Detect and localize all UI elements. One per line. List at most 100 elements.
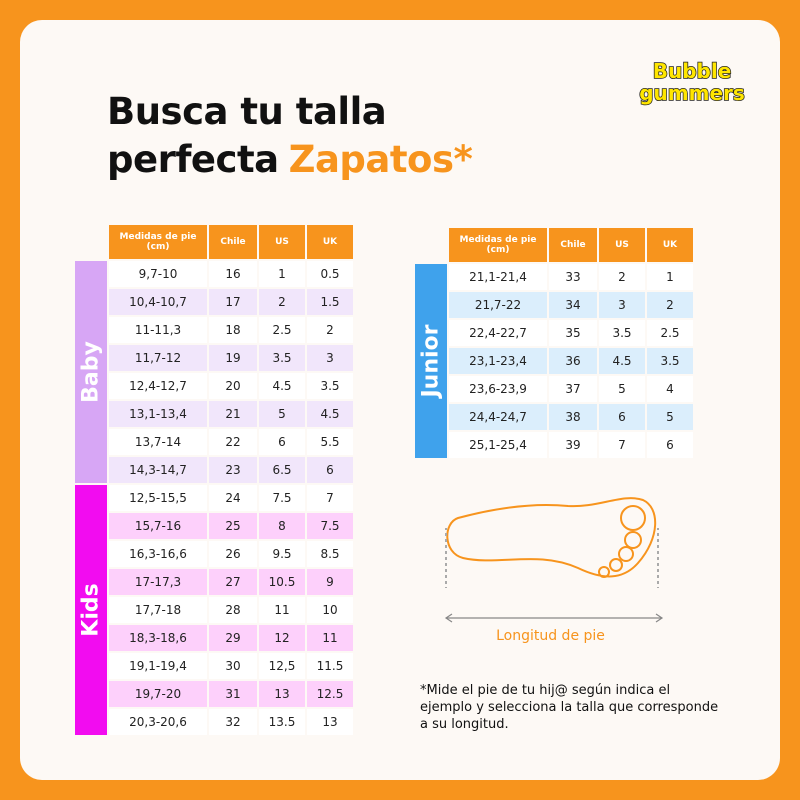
table-cell: 4.5	[259, 373, 305, 399]
table-cell: 36	[549, 348, 597, 374]
table-row: 23,1-23,4 36 4.5 3.5	[415, 348, 693, 374]
table-cell: 6	[647, 432, 693, 458]
measurement-note: *Mide el pie de tu hij@ según indica el …	[420, 683, 719, 732]
table-cell: 2.5	[647, 320, 693, 346]
table-cell: 13,7-14	[109, 429, 207, 455]
table-cell: 19,7-20	[109, 681, 207, 707]
table-cell: 12,4-12,7	[109, 373, 207, 399]
title-line-2: perfecta	[107, 138, 279, 181]
column-header: US	[599, 228, 645, 262]
table-cell: 22,4-22,7	[449, 320, 547, 346]
table-cell: 4.5	[599, 348, 645, 374]
column-header: Chile	[549, 228, 597, 262]
table-cell: 9,7-10	[109, 261, 207, 287]
table-cell: 23,6-23,9	[449, 376, 547, 402]
table-cell: 23,1-23,4	[449, 348, 547, 374]
table-cell: 17-17,3	[109, 569, 207, 595]
table-cell: 35	[549, 320, 597, 346]
table-cell: 2	[599, 264, 645, 290]
table-row: 15,7-16 25 8 7.5	[75, 513, 353, 539]
length-arrow	[444, 613, 664, 623]
table-cell: 25,1-25,4	[449, 432, 547, 458]
table-cell: 29	[209, 625, 257, 651]
table-row: 21,7-22 34 3 2	[415, 292, 693, 318]
table-row: 13,7-14 22 6 5.5	[75, 429, 353, 455]
table-cell: 12	[259, 625, 305, 651]
group-label-text: Baby	[78, 341, 104, 403]
table-cell: 13,1-13,4	[109, 401, 207, 427]
table-cell: 13	[307, 709, 353, 735]
table-cell: 4	[647, 376, 693, 402]
table-row: 19,1-19,4 30 12,5 11.5	[75, 653, 353, 679]
table-cell: 2.5	[259, 317, 305, 343]
table-cell: 19,1-19,4	[109, 653, 207, 679]
foot-outline-illustration	[445, 497, 659, 588]
table-cell: 23	[209, 457, 257, 483]
table-cell: 11.5	[307, 653, 353, 679]
table-cell: 6	[307, 457, 353, 483]
table-cell: 21	[209, 401, 257, 427]
table-cell: 27	[209, 569, 257, 595]
table-cell: 7.5	[259, 485, 305, 511]
table-cell: 5.5	[307, 429, 353, 455]
table-cell: 6	[259, 429, 305, 455]
table-cell: 18	[209, 317, 257, 343]
table-cell: 11-11,3	[109, 317, 207, 343]
size-table-left: Medidas de pie (cm) Chile US UK Baby 9,7-10 16…	[73, 223, 355, 737]
table-row: 17,7-18 28 11 10	[75, 597, 353, 623]
table-cell: 12,5-15,5	[109, 485, 207, 511]
table-cell: 13.5	[259, 709, 305, 735]
table-row: 18,3-18,6 29 12 11	[75, 625, 353, 651]
table-cell: 34	[549, 292, 597, 318]
table-row: 19,7-20 31 13 12.5	[75, 681, 353, 707]
table-cell: 28	[209, 597, 257, 623]
table-row: 12,4-12,7 20 4.5 3.5	[75, 373, 353, 399]
group-label-junior: Junior	[415, 264, 447, 458]
table-cell: 1	[647, 264, 693, 290]
table-cell: 1.5	[307, 289, 353, 315]
table-cell: 7	[599, 432, 645, 458]
table-row: Baby 9,7-10 16 1 0.5	[75, 261, 353, 483]
table-cell: 2	[259, 289, 305, 315]
table-cell: 6.5	[259, 457, 305, 483]
table-cell: 15,7-16	[109, 513, 207, 539]
table-cell: 20	[209, 373, 257, 399]
column-header: UK	[647, 228, 693, 262]
table-cell: 12.5	[307, 681, 353, 707]
table-cell: 1	[259, 261, 305, 287]
table-cell: 30	[209, 653, 257, 679]
table-row: 13,1-13,4 21 5 4.5	[75, 401, 353, 427]
table-row: 24,4-24,7 38 6 5	[415, 404, 693, 430]
table-cell: 10	[307, 597, 353, 623]
bubble-gummers-logo: Bubble gummers	[638, 58, 745, 106]
group-label-baby: Baby	[75, 261, 107, 483]
table-row: 25,1-25,4 39 7 6	[415, 432, 693, 458]
table-row: 20,3-20,6 32 13.5 13	[75, 709, 353, 735]
table-cell: 14,3-14,7	[109, 457, 207, 483]
table-row: 23,6-23,9 37 5 4	[415, 376, 693, 402]
table-cell: 9	[307, 569, 353, 595]
title-line-1: Busca tu talla	[107, 90, 387, 133]
table-row: 11-11,3 18 2.5 2	[75, 317, 353, 343]
table-row: 14,3-14,7 23 6.5 6	[75, 457, 353, 483]
table-cell: 38	[549, 404, 597, 430]
table-cell: 24	[209, 485, 257, 511]
title-accent: Zapatos*	[288, 138, 473, 181]
table-cell: 3	[599, 292, 645, 318]
svg-text:Bubble: Bubble	[653, 59, 732, 83]
table-cell: 11,7-12	[109, 345, 207, 371]
table-cell: 22	[209, 429, 257, 455]
table-cell: 4.5	[307, 401, 353, 427]
column-header: Medidas de pie (cm)	[449, 228, 547, 262]
table-row: 16,3-16,6 26 9.5 8.5	[75, 541, 353, 567]
table-cell: 3	[307, 345, 353, 371]
table-row: 11,7-12 19 3.5 3	[75, 345, 353, 371]
table-cell: 20,3-20,6	[109, 709, 207, 735]
table-cell: 6	[599, 404, 645, 430]
table-cell: 0.5	[307, 261, 353, 287]
table-cell: 12,5	[259, 653, 305, 679]
table-cell: 39	[549, 432, 597, 458]
table-cell: 25	[209, 513, 257, 539]
table-cell: 7.5	[307, 513, 353, 539]
table-cell: 8	[259, 513, 305, 539]
